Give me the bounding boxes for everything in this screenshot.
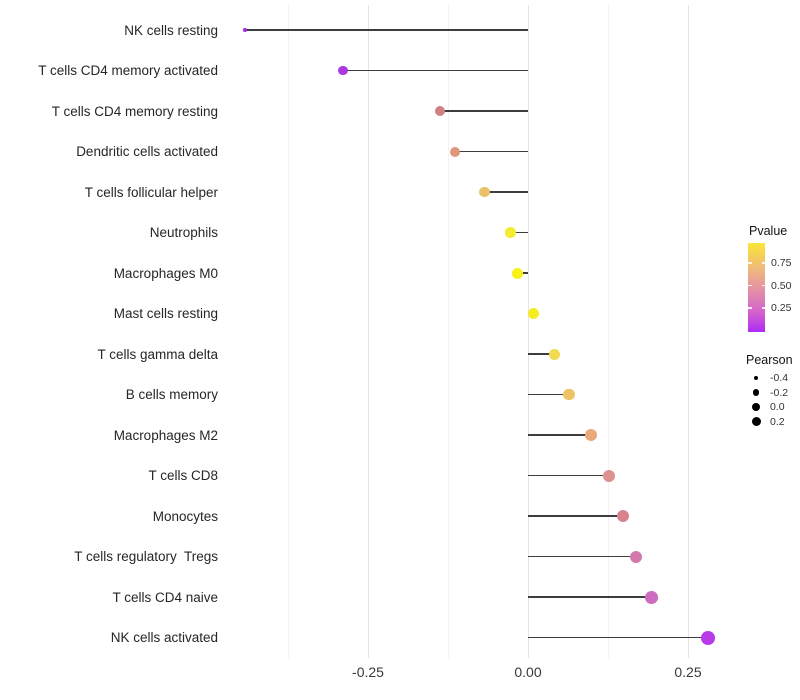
y-axis-label: Dendritic cells activated bbox=[76, 144, 218, 160]
colorbar-tick bbox=[748, 307, 752, 309]
x-axis-tick-label: 0.00 bbox=[514, 664, 542, 680]
lollipop-dot bbox=[549, 348, 561, 360]
gridline-major bbox=[528, 5, 529, 658]
y-axis-label: T cells regulatory Tregs bbox=[74, 549, 218, 565]
lollipop-dot bbox=[434, 106, 445, 117]
colorbar-tick bbox=[761, 307, 765, 309]
colorbar-tick bbox=[761, 284, 765, 287]
lollipop-stem bbox=[528, 555, 637, 558]
y-axis-label: T cells gamma delta bbox=[97, 346, 218, 362]
lollipop-stem bbox=[528, 636, 708, 639]
lollipop-dot bbox=[338, 66, 348, 76]
lollipop-dot bbox=[700, 630, 715, 645]
lollipop-stem bbox=[245, 29, 528, 31]
pearson-legend-dot bbox=[751, 417, 761, 426]
y-axis-label: NK cells resting bbox=[124, 22, 218, 38]
gridline-minor bbox=[288, 5, 289, 658]
lollipop-dot bbox=[242, 28, 248, 33]
lollipop-dot bbox=[645, 590, 658, 604]
y-axis-label: T cells CD8 bbox=[148, 468, 218, 484]
pvalue-tick-label: 0.75 bbox=[771, 257, 792, 270]
y-axis-label: T cells follicular helper bbox=[84, 184, 218, 200]
y-axis-label: Monocytes bbox=[152, 508, 218, 524]
lollipop-stem bbox=[484, 191, 528, 193]
x-axis-tick-label: -0.25 bbox=[352, 664, 384, 680]
pvalue-colorbar bbox=[748, 243, 765, 332]
lollipop-dot bbox=[629, 550, 643, 563]
lollipop-dot bbox=[563, 389, 575, 401]
y-axis-label: Neutrophils bbox=[149, 225, 218, 241]
gridline-minor bbox=[448, 5, 449, 658]
pvalue-legend-title: Pvalue bbox=[749, 224, 788, 238]
y-axis-label: Macrophages M0 bbox=[113, 265, 218, 281]
gridline-major bbox=[688, 5, 689, 658]
pearson-legend-dot bbox=[752, 403, 760, 411]
y-axis-label: Macrophages M2 bbox=[113, 427, 218, 443]
pvalue-tick-label: 0.50 bbox=[771, 279, 792, 292]
lollipop-stem bbox=[528, 515, 623, 517]
lollipop-stem bbox=[528, 353, 555, 355]
y-axis-label: T cells CD4 naive bbox=[112, 589, 218, 605]
lollipop-dot bbox=[603, 469, 616, 482]
lollipop-stem bbox=[510, 231, 528, 234]
pearson-legend-label: -0.2 bbox=[770, 386, 789, 399]
lollipop-dot bbox=[450, 146, 461, 157]
lollipop-dot bbox=[512, 267, 524, 279]
lollipop-dot bbox=[585, 429, 598, 442]
y-axis-label: B cells memory bbox=[125, 387, 218, 403]
lollipop-dot bbox=[528, 308, 540, 320]
colorbar-tick bbox=[761, 262, 765, 264]
lollipop-dot bbox=[616, 510, 629, 523]
gridline-major bbox=[368, 5, 369, 658]
pearson-legend-label: 0.0 bbox=[770, 401, 785, 413]
pearson-legend-title: Pearson bbox=[746, 353, 793, 367]
colorbar-tick bbox=[748, 262, 752, 264]
lollipop-dot bbox=[479, 187, 490, 198]
lollipop-stem bbox=[439, 110, 528, 112]
lollipop-dot bbox=[505, 227, 516, 238]
lollipop-stem bbox=[343, 69, 528, 72]
y-axis-label: NK cells activated bbox=[110, 630, 218, 646]
pearson-legend-dot bbox=[753, 375, 759, 381]
colorbar-tick bbox=[748, 284, 752, 287]
lollipop-stem bbox=[528, 474, 610, 477]
x-axis-tick-label: 0.25 bbox=[674, 664, 702, 680]
pearson-legend-label: 0.2 bbox=[770, 415, 785, 428]
lollipop-stem bbox=[528, 596, 652, 598]
pearson-legend-label: -0.4 bbox=[770, 372, 789, 384]
y-axis-label: T cells CD4 memory activated bbox=[38, 63, 218, 79]
lollipop-stem bbox=[455, 150, 528, 153]
pvalue-tick-label: 0.25 bbox=[771, 301, 792, 314]
gridline-minor bbox=[608, 5, 609, 658]
lollipop-stem bbox=[528, 393, 569, 396]
lollipop-stem bbox=[528, 434, 592, 436]
y-axis-label: T cells CD4 memory resting bbox=[51, 103, 218, 119]
y-axis-label: Mast cells resting bbox=[113, 306, 218, 322]
pearson-legend-dot bbox=[752, 389, 760, 396]
